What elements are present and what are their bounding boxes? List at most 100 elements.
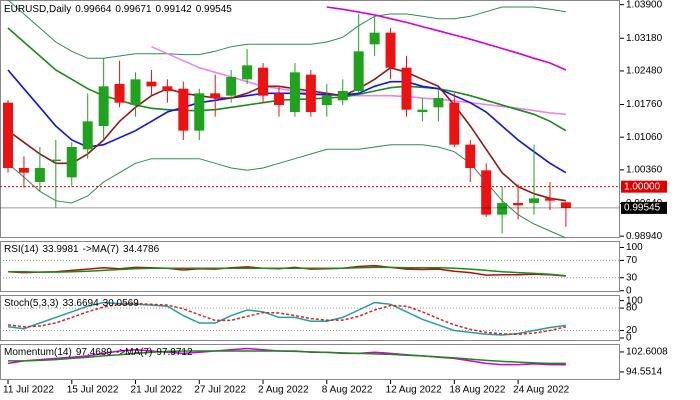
y-tick-label: 80 <box>626 303 638 314</box>
indicator-line <box>8 350 566 365</box>
indicator-line <box>7 0 566 59</box>
panel-frame <box>0 295 620 341</box>
candle-body <box>369 32 380 45</box>
candle-body <box>18 168 29 173</box>
candle-body <box>465 144 476 168</box>
candle-body <box>82 121 93 150</box>
y-tick-label: 1.03900 <box>626 0 663 10</box>
candle-body <box>242 65 253 80</box>
x-tick-label: 27 Jul 2022 <box>194 385 246 396</box>
candle-body <box>114 84 125 103</box>
candle-body <box>130 79 141 105</box>
candle-body <box>194 93 205 131</box>
panel-header: EURUSD,Daily 0.99664 0.99671 0.99142 0.99545 <box>4 4 232 15</box>
candle-body <box>433 98 444 108</box>
y-tick-label: 100 <box>626 242 643 253</box>
candle-body <box>417 109 428 112</box>
header-value: 97.4689 <box>76 347 113 358</box>
header-title: RSI(14) <box>4 244 38 255</box>
header-title: EURUSD,Daily <box>4 4 71 15</box>
candle-body <box>449 102 460 145</box>
y-tick-label: 1.01760 <box>626 99 663 110</box>
y-tick-label: 94.5514 <box>626 367 663 378</box>
candle-body <box>273 93 284 105</box>
candle-body <box>146 81 157 87</box>
panel-frame <box>0 0 620 238</box>
candle-body <box>321 95 332 105</box>
plot-area <box>7 347 566 366</box>
y-tick-label: 0 <box>626 285 632 296</box>
header-value: 33.6694 <box>62 298 99 309</box>
y-tick-label: 1.00360 <box>626 165 663 176</box>
header-title: Stoch(5,3,3) <box>4 298 58 309</box>
y-tick-label: 1.01060 <box>626 132 663 143</box>
x-tick-label: 11 Jul 2022 <box>3 385 54 396</box>
plot-area <box>7 264 566 277</box>
header-value: 33.9981 <box>42 244 79 255</box>
candle-body <box>529 198 540 203</box>
y-tick-label: 0 <box>626 333 632 344</box>
x-tick-label: 12 Aug 2022 <box>386 385 443 396</box>
candle-body <box>497 203 508 215</box>
indicator-line <box>8 266 566 277</box>
candle-body <box>481 170 492 215</box>
y-tick-label: 70 <box>626 255 638 266</box>
candle-body <box>162 86 173 91</box>
candle-body <box>560 202 571 208</box>
price-label-bg <box>621 180 667 193</box>
candle-body <box>353 51 364 91</box>
plot-area <box>0 0 620 238</box>
panel-header: RSI(14) 33.9981 ->MA(7) 34.4786 <box>4 244 160 255</box>
price-label-bg <box>621 201 667 214</box>
candle-body <box>401 67 412 110</box>
x-tick-label: 8 Aug 2022 <box>322 385 373 396</box>
y-tick-label: 0.98940 <box>626 231 663 242</box>
indicator-line <box>326 6 567 71</box>
candle-body <box>66 147 77 178</box>
candle-body <box>385 32 396 68</box>
indicator-line <box>7 66 567 202</box>
header-ma-title: ->MA(7) <box>116 347 152 358</box>
y-tick-label: 1.02480 <box>626 66 663 77</box>
panel-header: Momentum(14) 97.4689 ->MA(7) 97.9712 <box>4 347 193 358</box>
panel-frame <box>0 344 620 380</box>
candle-body <box>98 86 109 126</box>
x-tick-label: 15 Jul 2022 <box>67 385 119 396</box>
candle-body <box>3 102 13 168</box>
x-tick-label: 21 Jul 2022 <box>131 385 183 396</box>
indicator-line <box>151 45 566 116</box>
candle-body <box>178 88 189 131</box>
price-label: 1.00000 <box>624 181 661 192</box>
y-tick-label: 100 <box>626 295 643 306</box>
header-value: 30.0569 <box>103 298 140 309</box>
y-tick-label: 30 <box>626 272 638 283</box>
candle-body <box>34 168 45 182</box>
header-value: 0.99142 <box>156 4 193 15</box>
plot-area <box>7 301 567 336</box>
candle-body <box>544 198 555 201</box>
candle-body <box>226 77 237 96</box>
panel-frame <box>0 241 620 292</box>
candle-body <box>258 67 269 96</box>
candle-body <box>50 159 61 161</box>
y-tick-label: 102.6008 <box>626 347 668 358</box>
candle-body <box>210 93 221 98</box>
header-value: 0.99545 <box>196 4 233 15</box>
candle-body <box>513 203 524 206</box>
indicator-line <box>7 301 566 336</box>
panel-header: Stoch(5,3,3) 33.6694 30.0569 <box>4 298 139 309</box>
indicator-line <box>7 302 567 336</box>
header-value: 0.99671 <box>115 4 152 15</box>
x-tick-label: 24 Aug 2022 <box>513 385 570 396</box>
price-label: 0.99545 <box>624 203 661 214</box>
y-tick-label: 20 <box>626 325 638 336</box>
x-tick-label: 2 Aug 2022 <box>258 385 309 396</box>
header-ma-value: 97.9712 <box>156 347 193 358</box>
header-ma-value: 34.4786 <box>123 244 160 255</box>
candle-body <box>305 74 316 112</box>
header-value: 0.99664 <box>75 4 112 15</box>
header-ma-title: ->MA(7) <box>83 244 119 255</box>
